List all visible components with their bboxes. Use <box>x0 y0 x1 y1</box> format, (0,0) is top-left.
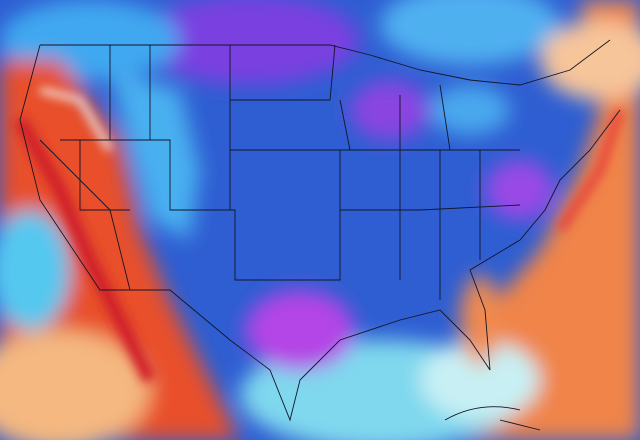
warm-streak <box>555 108 625 233</box>
detail-field <box>13 87 625 384</box>
cold-area <box>350 80 430 140</box>
state-line <box>60 44 520 300</box>
cold-area <box>140 0 360 85</box>
state-line <box>109 45 521 281</box>
border-line <box>40 39 611 86</box>
boundaries <box>19 39 621 431</box>
warm-area <box>0 330 150 440</box>
cool-area <box>430 85 510 135</box>
island-outline <box>444 406 541 431</box>
cold-area <box>485 160 555 220</box>
cool-area <box>420 340 540 420</box>
cold-area <box>245 290 355 370</box>
border-line <box>19 44 621 422</box>
state-line <box>39 139 131 291</box>
warm-area <box>540 20 640 100</box>
cool-area <box>380 0 560 65</box>
cool-area <box>110 70 200 240</box>
cool-streak <box>39 87 113 152</box>
warm-streak <box>13 116 157 384</box>
warm-area <box>460 275 500 365</box>
cool-area <box>0 210 70 330</box>
